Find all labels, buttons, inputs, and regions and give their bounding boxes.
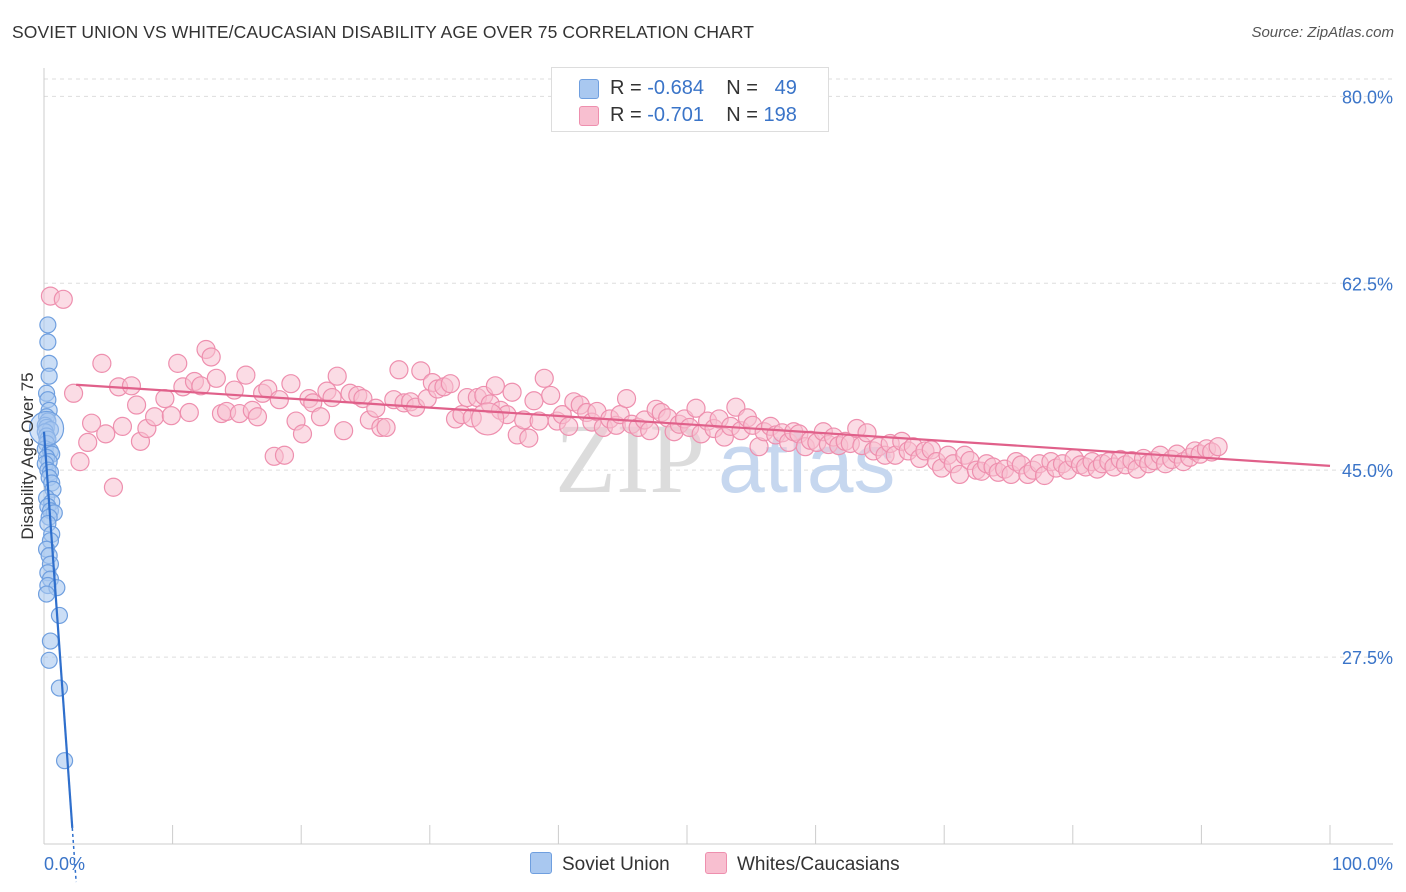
- whites-point-17: [161, 406, 181, 426]
- soviet-point-46: [40, 651, 58, 669]
- whites-point-16: [155, 389, 175, 409]
- whites-point-96: [616, 389, 637, 409]
- soviet-point-44: [50, 606, 69, 625]
- soviet-n-value: 49: [774, 77, 797, 99]
- whites-r-value: -0.701: [647, 104, 704, 126]
- whites-point-73: [485, 376, 505, 396]
- chart-title: SOVIET UNION VS WHITE/CAUCASIAN DISABILI…: [12, 22, 755, 42]
- whites-point-79: [519, 428, 539, 448]
- soviet-trend-line: [42, 431, 74, 829]
- soviet-point-0: [39, 316, 57, 334]
- whites-point-86: [559, 416, 579, 436]
- soviet-legend-swatch: [530, 852, 552, 874]
- y-tick-label-3: 27.5%: [1342, 648, 1393, 668]
- whites-point-65: [440, 374, 460, 394]
- soviet-point-47: [50, 679, 69, 697]
- soviet-point-1: [39, 333, 57, 351]
- y-tick-label-1: 62.5%: [1342, 274, 1393, 294]
- whites-point-82: [534, 368, 554, 388]
- x-tick-label-1: 100.0%: [1332, 854, 1393, 874]
- whites-n-value: 198: [763, 104, 797, 126]
- whites-point-60: [411, 361, 431, 381]
- soviet-swatch: [579, 79, 599, 99]
- whites-point-37: [274, 445, 295, 465]
- stats-legend: R = -0.684 N = 49 R = -0.701 N = 198: [551, 67, 829, 132]
- whites-point-40: [292, 424, 313, 444]
- whites-point-38: [281, 374, 301, 394]
- soviet-n-label: N =: [726, 77, 764, 99]
- whites-point-45: [322, 387, 342, 408]
- trend-lines: [42, 383, 1331, 883]
- whites-point-4: [78, 432, 98, 453]
- whites-n-label: N =: [726, 104, 764, 126]
- whites-trend-line: [76, 383, 1331, 468]
- whites-point-3: [70, 452, 90, 472]
- whites-r-label: R =: [610, 104, 648, 126]
- whites-point-11: [121, 376, 142, 396]
- whites-point-12: [126, 395, 147, 415]
- soviet-point-45: [41, 632, 60, 650]
- whites-big-point-0: [471, 402, 505, 436]
- legend-item-whites: Whites/Caucasians: [705, 852, 900, 876]
- whites-point-52: [366, 398, 386, 418]
- whites-point-8: [103, 477, 124, 497]
- soviet-r-value: -0.684: [647, 77, 704, 99]
- whites-point-36: [269, 390, 289, 410]
- whites-swatch: [579, 106, 599, 126]
- soviet-legend-label: Soviet Union: [562, 854, 670, 875]
- whites-point-199: [1208, 437, 1228, 457]
- whites-point-100: [640, 421, 660, 441]
- whites-point-108: [686, 398, 706, 418]
- soviet-big-point-0: [28, 410, 65, 447]
- whites-point-30: [236, 365, 256, 385]
- whites-point-83: [541, 385, 561, 406]
- whites-point-25: [206, 368, 226, 388]
- tick-labels: 80.0% 62.5% 45.0% 27.5% 0.0% 100.0%: [44, 87, 1393, 874]
- whites-point-43: [310, 407, 331, 427]
- whites-point-80: [524, 391, 544, 411]
- whites-legend-label: Whites/Caucasians: [737, 854, 900, 875]
- x-tick-label-0: 0.0%: [44, 854, 85, 874]
- whites-point-47: [334, 421, 354, 441]
- legend-item-soviet-union: Soviet Union: [530, 852, 670, 876]
- whites-point-22: [191, 376, 211, 396]
- soviet-r-label: R =: [610, 77, 648, 99]
- soviet-points-group: [28, 316, 74, 770]
- whites-points-group: [40, 286, 1228, 497]
- whites-point-54: [376, 417, 396, 438]
- soviet-point-3: [40, 367, 58, 385]
- whites-point-32: [247, 407, 268, 427]
- whites-point-76: [502, 382, 522, 402]
- whites-legend-swatch: [705, 852, 727, 874]
- whites-point-2: [63, 383, 84, 403]
- soviet-point-43: [37, 585, 56, 603]
- whites-point-5: [81, 413, 102, 433]
- soviet-point-48: [55, 752, 74, 770]
- legend-row-soviet: R = -0.684 N = 49: [552, 75, 828, 101]
- whites-point-6: [92, 353, 112, 373]
- y-axis-label: Disability Age Over 75: [18, 372, 37, 539]
- source-label: Source: ZipAtlas.com: [1251, 24, 1394, 41]
- whites-point-46: [327, 366, 347, 386]
- y-tick-label-0: 80.0%: [1342, 87, 1393, 107]
- whites-point-18: [168, 353, 188, 373]
- whites-point-56: [389, 360, 409, 380]
- y-tick-label-2: 45.0%: [1342, 461, 1393, 481]
- whites-point-20: [179, 402, 199, 423]
- whites-point-1: [53, 289, 73, 309]
- whites-point-10: [112, 416, 133, 436]
- legend-row-whites: R = -0.701 N = 198: [552, 102, 828, 128]
- whites-point-24: [201, 347, 221, 367]
- series-legend: Soviet Union Whites/Caucasians: [0, 852, 1406, 878]
- whites-point-7: [96, 424, 116, 444]
- whites-point-15: [144, 407, 165, 427]
